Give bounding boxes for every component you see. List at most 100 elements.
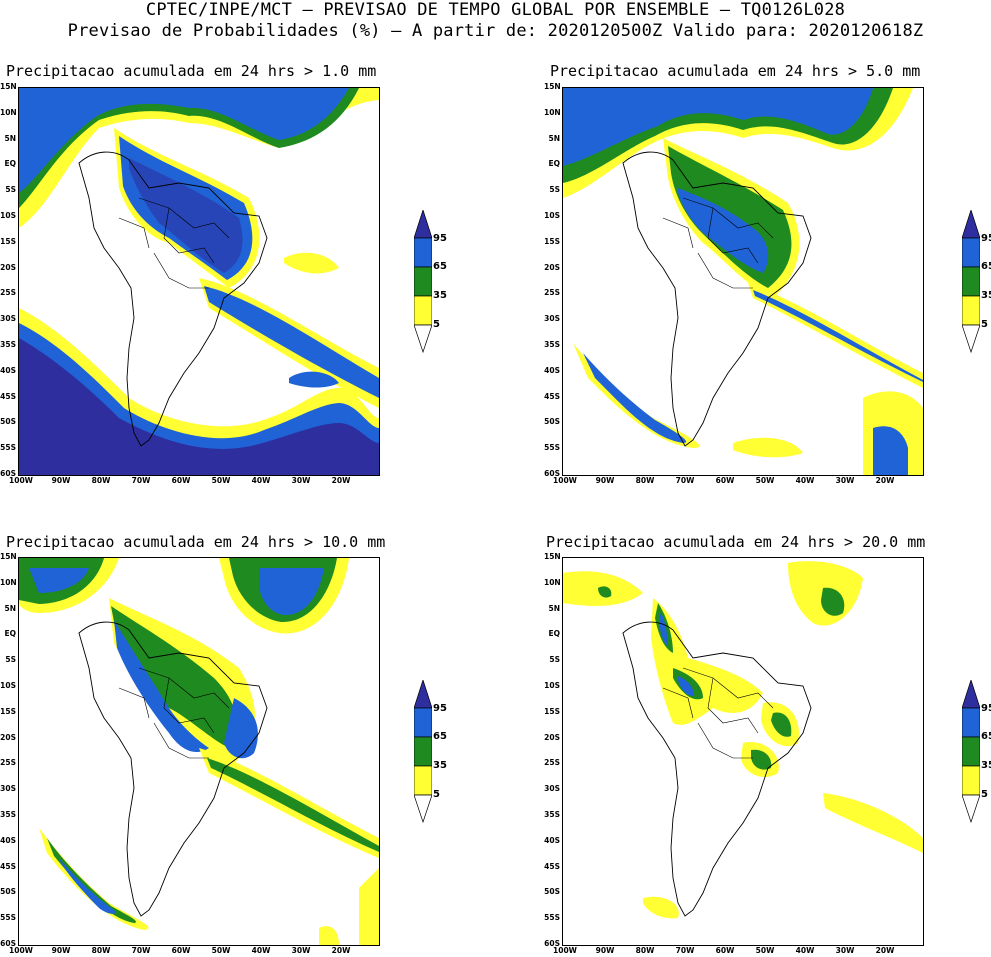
lat-tick-label: 5S xyxy=(5,185,16,195)
lat-tick-label: 5S xyxy=(549,185,560,195)
lat-tick-label: 50S xyxy=(544,417,560,427)
legend-label-5: 5 xyxy=(433,789,440,800)
lat-tick-label: 10S xyxy=(544,211,560,220)
lat-tick-label: 60S xyxy=(544,939,560,948)
lon-tick-label: 30W xyxy=(835,946,855,955)
lat-tick-label: 5N xyxy=(548,603,561,613)
lat-tick-label: 45S xyxy=(544,391,560,401)
legend-label-95: 95 xyxy=(433,233,447,244)
lon-tick-label: 100W xyxy=(553,946,577,955)
lon-tick-label: 100W xyxy=(9,476,33,485)
color-legend: 95 65 35 5 xyxy=(961,678,991,825)
lon-tick-label: 50W xyxy=(755,946,775,955)
probability-map xyxy=(562,557,924,946)
lon-tick-label: 80W xyxy=(91,946,111,955)
lon-tick-label: 60W xyxy=(715,476,735,485)
lat-tick-label: 60S xyxy=(544,469,560,478)
lat-tick-label: 10S xyxy=(0,211,16,220)
legend-label-35: 35 xyxy=(981,290,991,301)
lat-tick-label: 50S xyxy=(0,417,16,427)
panel-title: Precipitacao acumulada em 24 hrs > 5.0 m… xyxy=(550,62,921,80)
lon-tick-label: 50W xyxy=(755,476,775,485)
lat-tick-label: 15S xyxy=(544,706,560,716)
lat-tick-label: 10S xyxy=(544,681,560,690)
lon-tick-label: 80W xyxy=(91,476,111,485)
lon-tick-label: 20W xyxy=(875,946,895,955)
lat-tick-label: 10S xyxy=(0,681,16,690)
lon-tick-label: 20W xyxy=(875,476,895,485)
lat-tick-label: 45S xyxy=(0,861,16,871)
lon-tick-label: 70W xyxy=(131,476,151,485)
lon-tick-label: 50W xyxy=(211,476,231,485)
lat-tick-label: EQ xyxy=(4,159,17,169)
lon-tick-label: 30W xyxy=(835,476,855,485)
legend-label-5: 5 xyxy=(433,319,440,330)
lat-tick-label: 5N xyxy=(4,603,17,613)
lon-tick-label: 30W xyxy=(291,476,311,485)
lat-tick-label: 10N xyxy=(544,577,561,587)
lon-tick-label: 30W xyxy=(291,946,311,955)
lat-tick-label: 15N xyxy=(0,82,17,91)
lon-tick-label: 60W xyxy=(171,946,191,955)
lat-tick-label: 15N xyxy=(544,552,561,561)
lon-tick-label: 80W xyxy=(635,476,655,485)
lon-tick-label: 80W xyxy=(635,946,655,955)
lat-tick-label: EQ xyxy=(4,629,17,639)
lon-tick-label: 20W xyxy=(331,476,351,485)
legend-label-35: 35 xyxy=(433,760,447,771)
lon-tick-label: 20W xyxy=(331,946,351,955)
header-line-2: Previsao de Probabilidades (%) — A parti… xyxy=(67,21,924,41)
probability-map xyxy=(18,87,380,476)
lat-tick-label: 20S xyxy=(0,262,16,272)
lon-tick-label: 40W xyxy=(795,946,815,955)
lon-tick-label: 40W xyxy=(251,946,271,955)
lon-tick-label: 60W xyxy=(171,476,191,485)
lat-tick-label: 25S xyxy=(0,758,16,768)
lon-tick-label: 50W xyxy=(211,946,231,955)
legend-label-5: 5 xyxy=(981,789,988,800)
lat-tick-label: 20S xyxy=(0,732,16,742)
lon-tick-label: 70W xyxy=(675,476,695,485)
lat-tick-label: 15N xyxy=(0,552,17,561)
lat-tick-label: 45S xyxy=(544,861,560,871)
lat-tick-label: 5S xyxy=(549,655,560,665)
legend-label-5: 5 xyxy=(981,319,988,330)
lat-tick-label: 40S xyxy=(0,365,16,375)
lat-tick-label: 50S xyxy=(0,887,16,897)
probability-map xyxy=(562,87,924,476)
lon-tick-label: 70W xyxy=(675,946,695,955)
lat-tick-label: EQ xyxy=(548,159,561,169)
legend-label-65: 65 xyxy=(433,731,447,742)
lon-tick-label: 90W xyxy=(595,476,615,485)
lat-tick-label: 25S xyxy=(0,288,16,298)
lat-tick-label: 55S xyxy=(0,443,16,453)
legend-label-95: 95 xyxy=(981,233,991,244)
panel-title: Precipitacao acumulada em 24 hrs > 10.0 … xyxy=(6,533,386,551)
lat-tick-label: 35S xyxy=(544,810,560,819)
color-legend: 95 65 35 5 xyxy=(413,678,454,825)
lat-tick-label: 30S xyxy=(0,314,16,324)
color-legend: 95 65 35 5 xyxy=(413,208,454,355)
lat-tick-label: 20S xyxy=(544,262,560,272)
lat-tick-label: 15S xyxy=(544,236,560,246)
lat-tick-label: 50S xyxy=(544,887,560,897)
lon-tick-label: 70W xyxy=(131,946,151,955)
lat-tick-label: 5N xyxy=(4,133,17,143)
lat-tick-label: 10N xyxy=(0,107,17,117)
lon-tick-label: 60W xyxy=(715,946,735,955)
lat-tick-label: 25S xyxy=(544,288,560,298)
lat-tick-label: 55S xyxy=(544,443,560,453)
lat-tick-label: 40S xyxy=(544,835,560,845)
lon-tick-label: 40W xyxy=(795,476,815,485)
lat-tick-label: EQ xyxy=(548,629,561,639)
lat-tick-label: 15S xyxy=(0,706,16,716)
lat-tick-label: 60S xyxy=(0,469,16,478)
panel-title: Precipitacao acumulada em 24 hrs > 1.0 m… xyxy=(6,62,377,80)
lat-tick-label: 15S xyxy=(0,236,16,246)
legend-label-35: 35 xyxy=(433,290,447,301)
lat-tick-label: 30S xyxy=(544,314,560,324)
lat-tick-label: 5N xyxy=(548,133,561,143)
lat-tick-label: 45S xyxy=(0,391,16,401)
lat-tick-label: 5S xyxy=(5,655,16,665)
legend-label-35: 35 xyxy=(981,760,991,771)
